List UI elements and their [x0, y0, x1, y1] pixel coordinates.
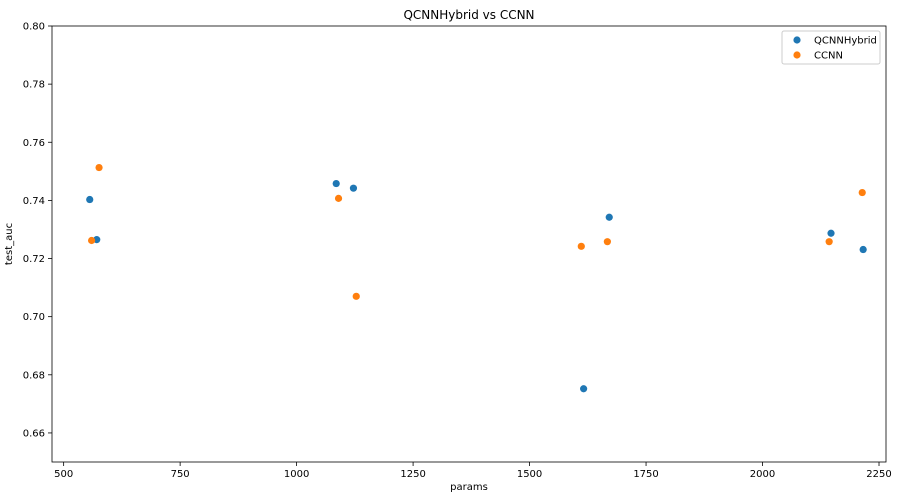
y-tick-label: 0.66 [23, 428, 45, 439]
point-ccnn [858, 188, 866, 197]
legend-box [781, 30, 881, 65]
y-axis-label: test_auc [4, 223, 15, 265]
y-tick-label: 0.74 [23, 196, 45, 207]
chart-title: QCNNHybrid vs CCNN [403, 8, 534, 22]
point-ccnn [334, 194, 343, 202]
x-tick-label: 1750 [633, 469, 658, 480]
point-qcnnhybrid [332, 179, 340, 188]
y-tick-label: 0.70 [23, 312, 45, 323]
point-qcnnhybrid [827, 229, 835, 237]
y-tick-label: 0.76 [23, 138, 45, 149]
x-tick-label: 1000 [284, 469, 309, 480]
x-tick-label: 2250 [866, 469, 891, 480]
point-ccnn [603, 238, 611, 246]
x-tick-label: 2000 [750, 469, 775, 480]
y-tick-label: 0.80 [23, 22, 45, 33]
x-tick-label: 500 [54, 469, 73, 480]
x-tick-label: 1500 [517, 469, 542, 480]
legend-label: QCNNHybrid [814, 36, 877, 47]
point-ccnn [352, 292, 360, 300]
point-qcnnhybrid [580, 385, 588, 393]
legend: QCNNHybrid CCNN [781, 30, 881, 65]
point-ccnn [577, 242, 585, 250]
legend-label: CCNN [814, 51, 843, 62]
y-tick-label: 0.68 [23, 370, 45, 381]
point-ccnn [95, 163, 103, 172]
data-points [86, 163, 867, 393]
point-qcnnhybrid [859, 245, 867, 254]
point-ccnn [825, 238, 833, 246]
y-tick-label: 0.78 [23, 80, 45, 91]
legend-marker [793, 51, 801, 59]
legend-marker [793, 36, 801, 44]
x-axis-ticks: 500 750 1000 1250 1500 1750 2000 2250 [54, 462, 892, 480]
x-tick-label: 1250 [400, 469, 425, 480]
x-tick-label: 750 [171, 469, 190, 480]
x-axis-label: params [450, 482, 488, 493]
y-axis-ticks: 0.66 0.68 0.70 0.72 0.74 0.76 0.78 0.80 [23, 22, 52, 439]
point-qcnnhybrid [349, 184, 358, 192]
plot-frame [51, 25, 887, 463]
point-ccnn [88, 236, 96, 245]
point-qcnnhybrid [605, 213, 613, 221]
point-qcnnhybrid [86, 195, 94, 204]
y-tick-label: 0.72 [23, 254, 45, 265]
